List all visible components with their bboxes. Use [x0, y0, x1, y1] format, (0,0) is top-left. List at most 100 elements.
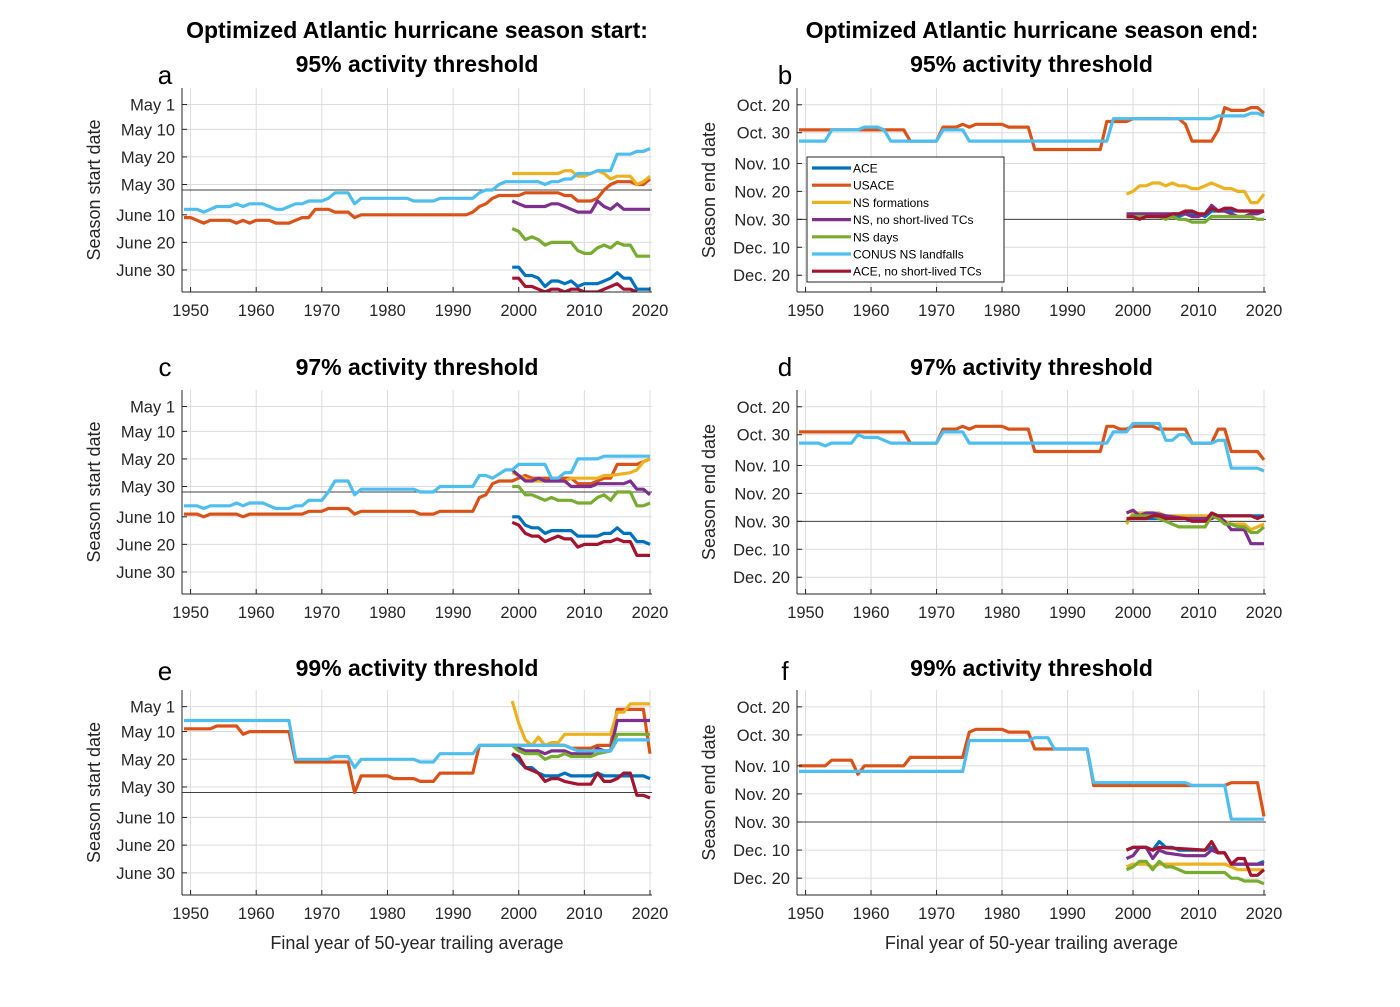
x-tick-label: 2010: [566, 905, 603, 923]
y-tick-label: Oct. 30: [737, 727, 790, 745]
panel-letter: f: [781, 656, 789, 686]
y-axis-label: Season end date: [699, 724, 719, 860]
y-tick-label: Nov. 10: [734, 758, 790, 776]
x-tick-label: 1960: [238, 604, 275, 622]
y-tick-label: Oct. 20: [737, 399, 790, 417]
x-tick-label: 1980: [369, 302, 406, 320]
y-axis-label: Season start date: [84, 421, 104, 562]
x-tick-label: 1980: [369, 905, 406, 923]
x-tick-label: 1960: [238, 302, 275, 320]
y-tick-label: May 30: [121, 176, 175, 194]
y-tick-label: Oct. 30: [737, 125, 790, 143]
y-tick-label: Oct. 20: [737, 97, 790, 115]
x-tick-label: 2020: [632, 604, 669, 622]
y-tick-label: Nov. 30: [734, 814, 790, 832]
axes-background: [797, 390, 1266, 594]
y-tick-label: May 10: [121, 423, 175, 441]
series-group: [184, 454, 652, 558]
panel-b: 1950 1960 1970 1980 1990 2000 2010 2020 Oct. 20 O…: [699, 51, 1282, 320]
series-line-ns-formations: [511, 457, 651, 483]
series-line-usace: [799, 105, 1266, 152]
series-line-ace-no-short-lived-tcs: [511, 520, 650, 558]
legend: ACE USACE NS formations NS, no short-lived …: [806, 156, 1005, 283]
x-tick-label: 1960: [853, 905, 890, 923]
series-line-usace: [184, 177, 652, 225]
x-tick-label: 1950: [172, 604, 209, 622]
x-tick-label: 1990: [435, 302, 472, 320]
axes-background: [797, 690, 1266, 895]
y-tick-label: Dec. 20: [733, 870, 790, 888]
legend-label: NS formations: [853, 196, 929, 210]
series-line-conus-ns-landfalls: [184, 718, 650, 770]
y-tick-label: May 1: [130, 399, 175, 417]
series-line-conus-ns-landfalls: [799, 111, 1265, 143]
legend-label: ACE: [853, 162, 878, 176]
series-line-ns-no-short-lived-tcs: [511, 199, 650, 214]
x-tick-label: 2020: [1246, 905, 1283, 923]
panel-title: 95% activity threshold: [296, 51, 539, 77]
x-tick-label: 1960: [853, 604, 890, 622]
x-tick-label: 1970: [918, 302, 955, 320]
y-tick-label: May 30: [121, 779, 175, 797]
series-line-ace-no-short-lived-tcs: [1126, 511, 1265, 523]
y-tick-label: Nov. 20: [734, 485, 790, 503]
series-line-ace: [512, 515, 651, 546]
y-tick-label: June 30: [116, 262, 175, 280]
x-tick-label: 2000: [500, 905, 537, 923]
y-tick-label: Nov. 20: [734, 786, 790, 804]
y-axis-label: Season end date: [699, 424, 719, 560]
panel-letter: d: [778, 352, 792, 382]
x-tick-label: 1950: [787, 905, 824, 923]
y-tick-label: May 20: [121, 451, 175, 469]
x-tick-label: 1980: [984, 905, 1021, 923]
y-tick-label: Nov. 30: [734, 211, 790, 229]
series-group: [184, 700, 652, 800]
y-tick-label: Oct. 20: [737, 699, 790, 717]
panel-title: 97% activity threshold: [296, 354, 539, 380]
panel-a: 1950 1960 1970 1980 1990 2000 2010 2020 May 1 May…: [84, 51, 668, 320]
y-axis-label: Season start date: [84, 722, 104, 863]
panel-d: 1950 1960 1970 1980 1990 2000 2010 2020 Oct. 20 O…: [699, 352, 1282, 622]
series-group: [184, 147, 652, 292]
series-line-conus-ns-landfalls: [799, 421, 1265, 473]
series-line-ace: [512, 265, 650, 291]
x-tick-label: 1960: [238, 905, 275, 923]
x-axis-label: Final year of 50-year trailing average: [270, 933, 563, 953]
x-tick-label: 1990: [435, 905, 472, 923]
x-axis-label: Final year of 50-year trailing average: [885, 933, 1178, 953]
legend-label: ACE, no short-lived TCs: [853, 265, 982, 279]
series-line-ns-days: [511, 227, 650, 258]
x-tick-label: 2020: [1246, 604, 1283, 622]
x-tick-label: 1980: [984, 302, 1021, 320]
series-line-ace-no-short-lived-tcs: [512, 276, 638, 292]
x-tick-label: 2010: [1180, 604, 1217, 622]
panel-e: 1950 1960 1970 1980 1990 2000 2010 2020 May 1 May…: [84, 655, 668, 953]
x-tick-label: 2000: [1115, 302, 1152, 320]
y-tick-label: Dec. 10: [733, 842, 790, 860]
series-line-usace: [184, 707, 652, 795]
y-tick-label: Oct. 30: [737, 427, 790, 445]
y-tick-label: June 20: [116, 536, 175, 554]
series-line-ns-no-short-lived-tcs: [511, 468, 652, 497]
suptitle-left: Optimized Atlantic hurricane season star…: [186, 17, 648, 43]
y-tick-label: May 20: [121, 149, 175, 167]
x-tick-label: 1990: [1049, 905, 1086, 923]
x-tick-label: 2020: [632, 905, 669, 923]
series-line-usace: [184, 457, 651, 519]
y-tick-label: Dec. 20: [733, 267, 790, 285]
x-tick-label: 1990: [1049, 302, 1086, 320]
x-tick-label: 1970: [918, 905, 955, 923]
y-tick-label: June 30: [116, 865, 175, 883]
panel-title: 99% activity threshold: [296, 655, 539, 681]
x-tick-label: 1970: [918, 604, 955, 622]
x-tick-label: 1950: [787, 302, 824, 320]
series-line-conus-ns-landfalls: [184, 147, 651, 214]
series-line-ns-days: [512, 484, 651, 508]
panel-c: 1950 1960 1970 1980 1990 2000 2010 2020 May 1 May…: [84, 352, 668, 622]
x-tick-label: 2010: [1180, 302, 1217, 320]
y-tick-label: May 20: [121, 751, 175, 769]
y-tick-label: Nov. 30: [734, 513, 790, 531]
x-tick-label: 1970: [303, 302, 340, 320]
legend-label: USACE: [853, 179, 894, 193]
